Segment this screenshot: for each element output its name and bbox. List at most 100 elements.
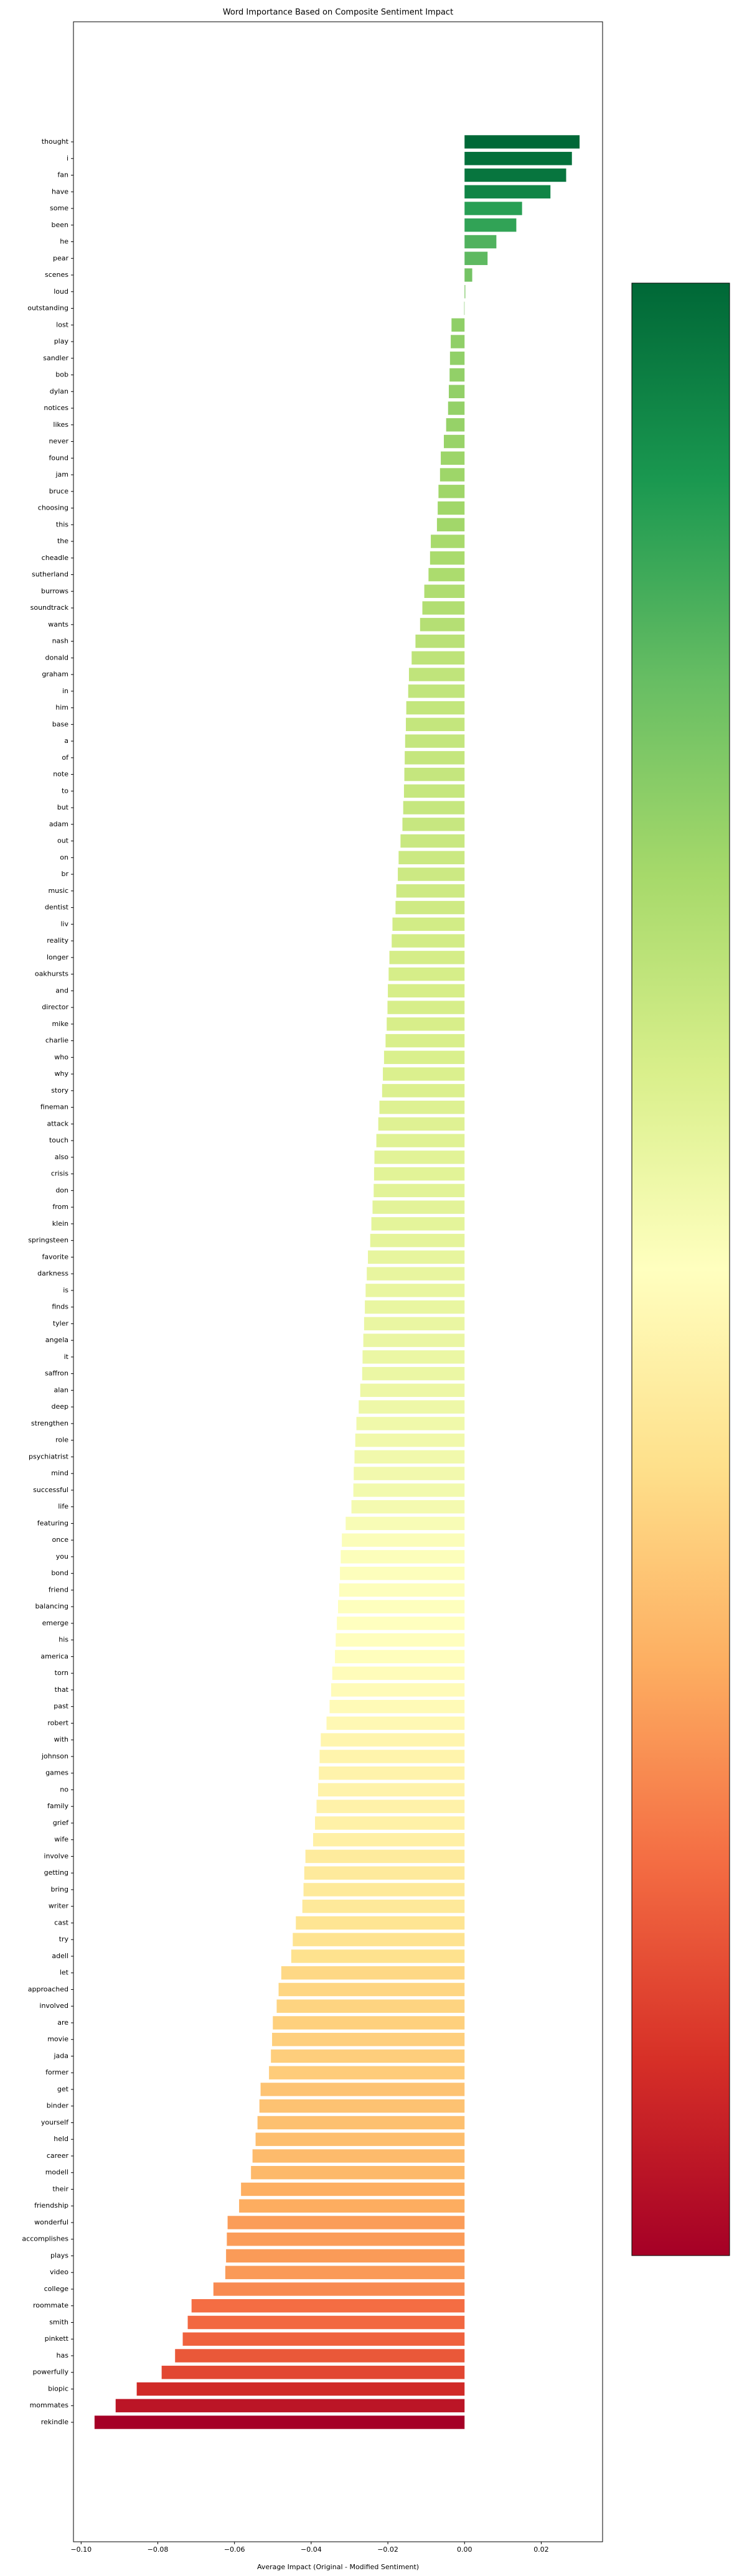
y-tick-label: are bbox=[57, 2018, 68, 2027]
y-tick-label: mind bbox=[51, 1469, 68, 1477]
bar bbox=[464, 235, 497, 249]
y-tick-label: bob bbox=[55, 371, 68, 379]
bar bbox=[302, 1899, 465, 1913]
bar bbox=[319, 1750, 465, 1763]
bar bbox=[396, 884, 465, 898]
y-tick-label: past bbox=[54, 1702, 68, 1710]
bar bbox=[402, 818, 465, 831]
bar bbox=[362, 1366, 465, 1381]
bar bbox=[464, 168, 566, 182]
bar bbox=[385, 1034, 465, 1048]
colorbar bbox=[631, 282, 730, 2256]
y-tick-label: try bbox=[59, 1935, 69, 1943]
bar bbox=[365, 1300, 465, 1314]
y-tick-label: cheadle bbox=[42, 554, 69, 562]
bar bbox=[464, 285, 466, 299]
bar bbox=[227, 2216, 465, 2229]
bar bbox=[259, 2099, 465, 2113]
bar bbox=[281, 1966, 465, 1980]
bar bbox=[451, 335, 465, 348]
bar bbox=[464, 218, 517, 232]
y-tick-label: some bbox=[50, 204, 68, 212]
bar bbox=[372, 1200, 465, 1214]
y-tick-label: life bbox=[58, 1503, 68, 1511]
y-tick-label: graham bbox=[42, 670, 68, 678]
bar bbox=[278, 1982, 465, 1997]
y-tick-label: jada bbox=[53, 2051, 68, 2060]
y-tick-label: finds bbox=[52, 1303, 68, 1311]
bar bbox=[430, 551, 465, 565]
y-tick-label: mommates bbox=[30, 2401, 69, 2409]
bar bbox=[305, 1849, 465, 1864]
bar bbox=[444, 434, 465, 449]
bar bbox=[436, 518, 465, 531]
y-tick-label: br bbox=[61, 870, 68, 878]
y-tick-label: thought bbox=[42, 138, 69, 146]
y-tick-label: tyler bbox=[53, 1319, 69, 1327]
bar bbox=[227, 2233, 465, 2246]
y-tick-label: let bbox=[60, 1969, 69, 1977]
y-tick-label: held bbox=[54, 2135, 68, 2143]
bar bbox=[374, 1183, 465, 1198]
y-tick-label: america bbox=[40, 1652, 68, 1660]
bar bbox=[331, 1683, 465, 1697]
y-tick-label: on bbox=[60, 853, 68, 861]
bar bbox=[383, 1067, 465, 1081]
bar bbox=[441, 451, 465, 465]
chart-title: Word Importance Based on Composite Senti… bbox=[223, 8, 453, 17]
bar bbox=[404, 767, 465, 782]
bar bbox=[175, 2349, 465, 2363]
x-tick-label: −0.08 bbox=[148, 2546, 169, 2554]
bar bbox=[388, 967, 465, 981]
plot-frame bbox=[73, 21, 603, 2542]
bar bbox=[438, 501, 465, 515]
y-tick-label: rekindle bbox=[41, 2418, 68, 2426]
y-tick-label: adell bbox=[52, 1952, 68, 1960]
y-tick-label: crisis bbox=[51, 1170, 68, 1178]
y-tick-label: out bbox=[57, 837, 69, 845]
bar bbox=[392, 934, 465, 948]
y-tick-label: powerfully bbox=[33, 2368, 69, 2376]
bar bbox=[315, 1816, 465, 1830]
x-axis-label: Average Impact (Original - Modified Sent… bbox=[257, 2563, 419, 2571]
bar bbox=[448, 401, 465, 415]
y-tick-label: from bbox=[52, 1203, 68, 1211]
bar bbox=[213, 2282, 465, 2296]
y-tick-label: his bbox=[59, 1636, 68, 1644]
y-tick-label: of bbox=[62, 754, 69, 762]
y-tick-label: donald bbox=[45, 653, 68, 661]
bar bbox=[406, 701, 465, 715]
bar bbox=[368, 1250, 465, 1264]
y-tick-label: loud bbox=[54, 287, 68, 296]
y-tick-label: adam bbox=[49, 820, 68, 828]
bar bbox=[353, 1483, 465, 1497]
y-tick-label: friendship bbox=[34, 2201, 68, 2210]
y-tick-label: choosing bbox=[38, 504, 68, 512]
y-tick-label: this bbox=[56, 520, 68, 528]
bar bbox=[191, 2299, 465, 2313]
y-tick-label: but bbox=[57, 803, 69, 811]
y-tick-label: wants bbox=[48, 620, 68, 628]
bar bbox=[312, 1832, 465, 1847]
bar bbox=[371, 1217, 465, 1231]
bar bbox=[317, 1783, 465, 1797]
y-tick-label: johnson bbox=[41, 1752, 68, 1760]
bar bbox=[446, 418, 465, 432]
x-tick-label: 0.00 bbox=[457, 2546, 472, 2554]
bar bbox=[161, 2366, 465, 2379]
y-tick-label: notices bbox=[44, 404, 68, 412]
y-tick-label: grief bbox=[53, 1819, 69, 1827]
bar bbox=[408, 684, 465, 698]
y-tick-label: involve bbox=[44, 1852, 68, 1860]
y-tick-label: favorite bbox=[42, 1253, 68, 1261]
bar bbox=[319, 1766, 465, 1780]
y-tick-label: why bbox=[55, 1070, 69, 1078]
bar bbox=[342, 1533, 465, 1547]
bar bbox=[449, 368, 465, 382]
bar bbox=[354, 1450, 465, 1464]
bar bbox=[360, 1383, 465, 1398]
bar bbox=[257, 2116, 465, 2130]
bar bbox=[388, 984, 465, 998]
y-tick-label: touch bbox=[49, 1136, 68, 1144]
y-tick-label: sandler bbox=[43, 354, 68, 362]
